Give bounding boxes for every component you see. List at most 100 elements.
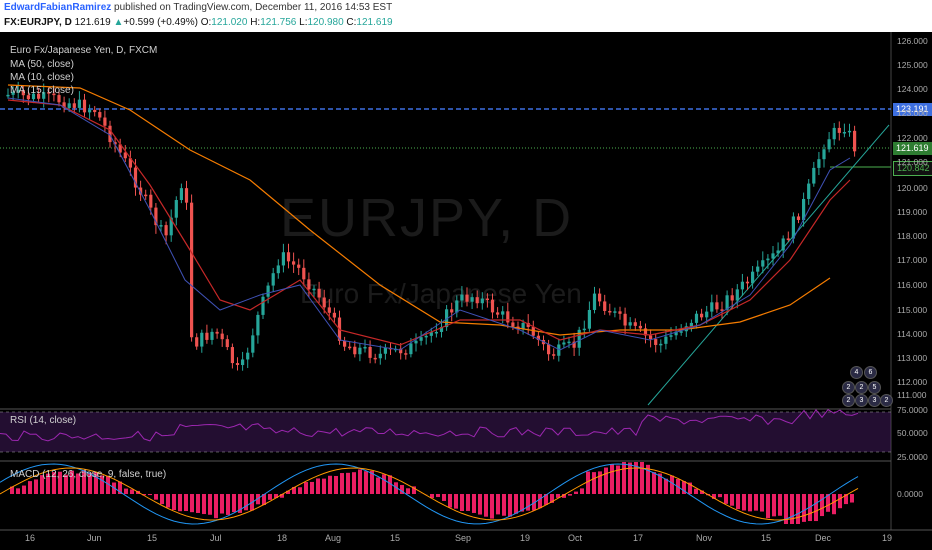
candle-body	[715, 302, 719, 310]
macd-legend[interactable]: MACD (12, 26, close, 9, false, true)	[10, 469, 167, 480]
ma10-legend[interactable]: MA (10, close)	[10, 72, 74, 83]
candle-body	[424, 335, 428, 338]
macd-bar	[796, 494, 800, 524]
chart-canvas[interactable]: EURJPY, D Euro Fx/Japanese Yen	[0, 32, 932, 550]
candle-body	[439, 327, 444, 332]
macd-bar	[28, 481, 32, 494]
candle-body	[761, 260, 765, 267]
candle-body	[266, 285, 270, 297]
macd-bar	[304, 482, 308, 494]
macd-bar	[448, 494, 452, 508]
candle-body	[149, 194, 153, 208]
time-axis-label: Aug	[325, 533, 342, 543]
macd-bar	[718, 494, 722, 498]
candle-body	[210, 331, 214, 340]
macd-bar	[154, 494, 158, 500]
indicator-badge-icon[interactable]: 4	[850, 366, 863, 379]
macd-bar	[46, 473, 50, 494]
candle-body	[582, 328, 586, 331]
candle-body	[93, 109, 97, 113]
macd-bar	[64, 474, 68, 494]
rsi-axis-label: 50.0000	[897, 428, 928, 438]
indicator-badge-icon[interactable]: 3	[855, 394, 868, 407]
candle-body	[766, 258, 770, 261]
indicator-badge-icon[interactable]: 6	[864, 366, 877, 379]
candle-body	[577, 329, 581, 348]
candle-body	[312, 288, 316, 291]
indicator-badge-icon[interactable]: 2	[880, 394, 893, 407]
symbol-label[interactable]: FX:EURJPY, D	[4, 17, 72, 28]
ma15-line	[7, 99, 851, 346]
indicator-badge-icon[interactable]: 2	[842, 394, 855, 407]
candle-body	[348, 346, 352, 349]
rsi-line	[0, 408, 859, 442]
price-axis-label: 121.000	[897, 157, 928, 167]
candle-body	[57, 95, 61, 103]
candle-body	[842, 132, 846, 134]
indicator-badge-icon[interactable]: 2	[842, 381, 855, 394]
macd-bar	[166, 494, 170, 508]
macd-bar	[202, 494, 206, 515]
candle-body	[501, 311, 505, 315]
price-axis-label: 111.000	[897, 390, 927, 400]
macd-bar	[478, 494, 482, 515]
candle-body	[164, 225, 168, 236]
price-axis-label: 118.000	[897, 231, 928, 241]
candle-body	[307, 279, 311, 290]
candle-body	[52, 93, 56, 96]
candle-body	[822, 149, 826, 160]
candle-body	[745, 281, 750, 284]
candle-body	[827, 139, 831, 150]
macd-bar	[598, 471, 602, 494]
macd-bar	[34, 479, 38, 494]
macd-bar	[802, 494, 806, 522]
macd-bar	[364, 471, 368, 494]
candle-body	[251, 335, 255, 353]
macd-bar	[196, 494, 200, 513]
candle-body	[113, 142, 117, 145]
candle-body	[205, 332, 209, 340]
candle-body	[139, 187, 143, 195]
macd-bar	[436, 494, 440, 498]
candle-body	[796, 216, 801, 220]
candle-body	[88, 109, 92, 113]
indicator-badge-icon[interactable]: 5	[868, 381, 881, 394]
price-axis-label: 114.000	[897, 329, 928, 339]
candle-body	[853, 130, 857, 152]
candle-body	[286, 252, 291, 262]
watermark-symbol: EURJPY, D	[280, 188, 574, 248]
candle-body	[169, 217, 173, 236]
rsi-legend[interactable]: RSI (14, close)	[10, 415, 77, 426]
macd-bar	[178, 494, 182, 512]
macd-axis-label: 0.0000	[897, 489, 923, 499]
indicator-badge-icon[interactable]: 2	[855, 381, 868, 394]
macd-bar	[640, 462, 644, 494]
candle-body	[496, 312, 500, 315]
candle-body	[353, 346, 357, 355]
candle-body	[623, 313, 627, 326]
ma15-legend[interactable]: MA (15, close)	[10, 85, 74, 96]
macd-bar	[838, 494, 842, 509]
ma50-legend[interactable]: MA (50, close)	[10, 59, 74, 70]
macd-bar	[244, 494, 248, 511]
candle-body	[689, 322, 693, 327]
high-label: H:	[250, 17, 261, 28]
candle-body	[700, 313, 704, 318]
macd-bar	[238, 494, 242, 513]
macd-bar	[442, 494, 446, 501]
macd-bar	[778, 494, 782, 516]
candle-body	[419, 337, 423, 341]
price-axis-label: 124.000	[897, 84, 928, 94]
candle-body	[378, 353, 382, 359]
macd-bar	[214, 494, 218, 519]
author-link[interactable]: EdwardFabianRamirez	[4, 2, 112, 13]
candle-body	[567, 341, 571, 344]
candle-body	[847, 130, 852, 133]
open-label: O:	[200, 17, 212, 28]
candle-body	[235, 363, 240, 366]
candle-body	[552, 354, 556, 356]
time-axis-label: Jun	[87, 533, 102, 543]
time-axis-label: 15	[390, 533, 401, 543]
candle-body	[42, 92, 46, 99]
